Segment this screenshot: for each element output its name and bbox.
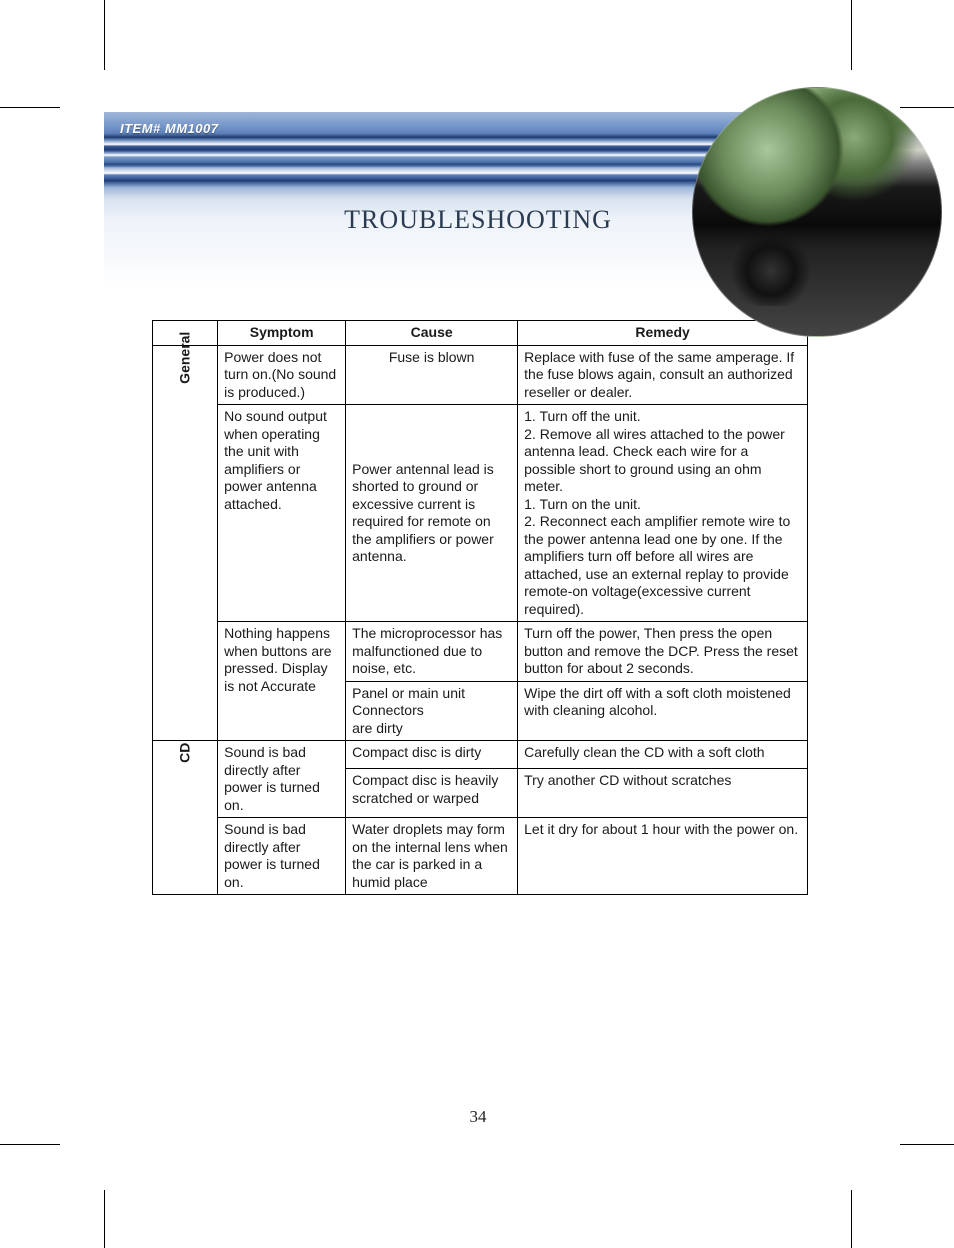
cell-cause: Compact disc is dirty [346, 741, 518, 769]
col-header-cause: Cause [346, 321, 518, 346]
cell-remedy: Replace with fuse of the same amperage. … [518, 345, 808, 405]
category-label: CD [176, 743, 194, 763]
table-row: CD Sound is bad directly after power is … [153, 741, 808, 769]
cell-cause: Compact disc is heavily scratched or war… [346, 769, 518, 818]
cell-remedy: 1. Turn off the unit. 2. Remove all wire… [518, 405, 808, 622]
item-number: ITEM# MM1007 [120, 121, 218, 136]
cell-symptom: No sound output when operating the unit … [218, 405, 346, 622]
table-row: General Power does not turn on.(No sound… [153, 345, 808, 405]
cell-remedy: Turn off the power, Then press the open … [518, 622, 808, 682]
crop-mark [104, 1190, 105, 1248]
category-cd: CD [153, 741, 218, 895]
page-number: 34 [104, 1107, 852, 1127]
cell-remedy: Let it dry for about 1 hour with the pow… [518, 818, 808, 895]
cell-remedy: Wipe the dirt off with a soft cloth mois… [518, 681, 808, 741]
crop-mark [104, 0, 105, 70]
category-general: General [153, 345, 218, 741]
crop-mark [900, 107, 954, 108]
table-row: No sound output when operating the unit … [153, 405, 808, 622]
cell-cause: Panel or main unit Connectors are dirty [346, 681, 518, 741]
page: ITEM# MM1007 TROUBLESHOOTING Symptom Cau… [104, 107, 852, 1145]
cell-cause: The microprocessor has malfunctioned due… [346, 622, 518, 682]
troubleshooting-table: Symptom Cause Remedy General Power does … [152, 320, 808, 895]
cell-cause: Power antennal lead is shorted to ground… [346, 405, 518, 622]
cell-symptom: Power does not turn on.(No sound is prod… [218, 345, 346, 405]
col-header-symptom: Symptom [218, 321, 346, 346]
table-row: Sound is bad directly after power is tur… [153, 818, 808, 895]
table-header-row: Symptom Cause Remedy [153, 321, 808, 346]
crop-mark [0, 107, 60, 108]
cell-symptom: Nothing happens when buttons are pressed… [218, 622, 346, 741]
cell-symptom: Sound is bad directly after power is tur… [218, 741, 346, 818]
page-title: TROUBLESHOOTING [104, 205, 852, 235]
crop-mark [0, 1144, 60, 1145]
troubleshooting-table-container: Symptom Cause Remedy General Power does … [152, 320, 808, 895]
cell-remedy: Try another CD without scratches [518, 769, 808, 818]
crop-mark [851, 1190, 852, 1248]
cell-symptom: Sound is bad directly after power is tur… [218, 818, 346, 895]
category-label: General [176, 331, 194, 383]
crop-mark [851, 0, 852, 70]
crop-mark [900, 1144, 954, 1145]
table-row: Nothing happens when buttons are pressed… [153, 622, 808, 682]
cell-cause: Fuse is blown [346, 345, 518, 405]
cell-remedy: Carefully clean the CD with a soft cloth [518, 741, 808, 769]
cell-cause: Water droplets may form on the internal … [346, 818, 518, 895]
